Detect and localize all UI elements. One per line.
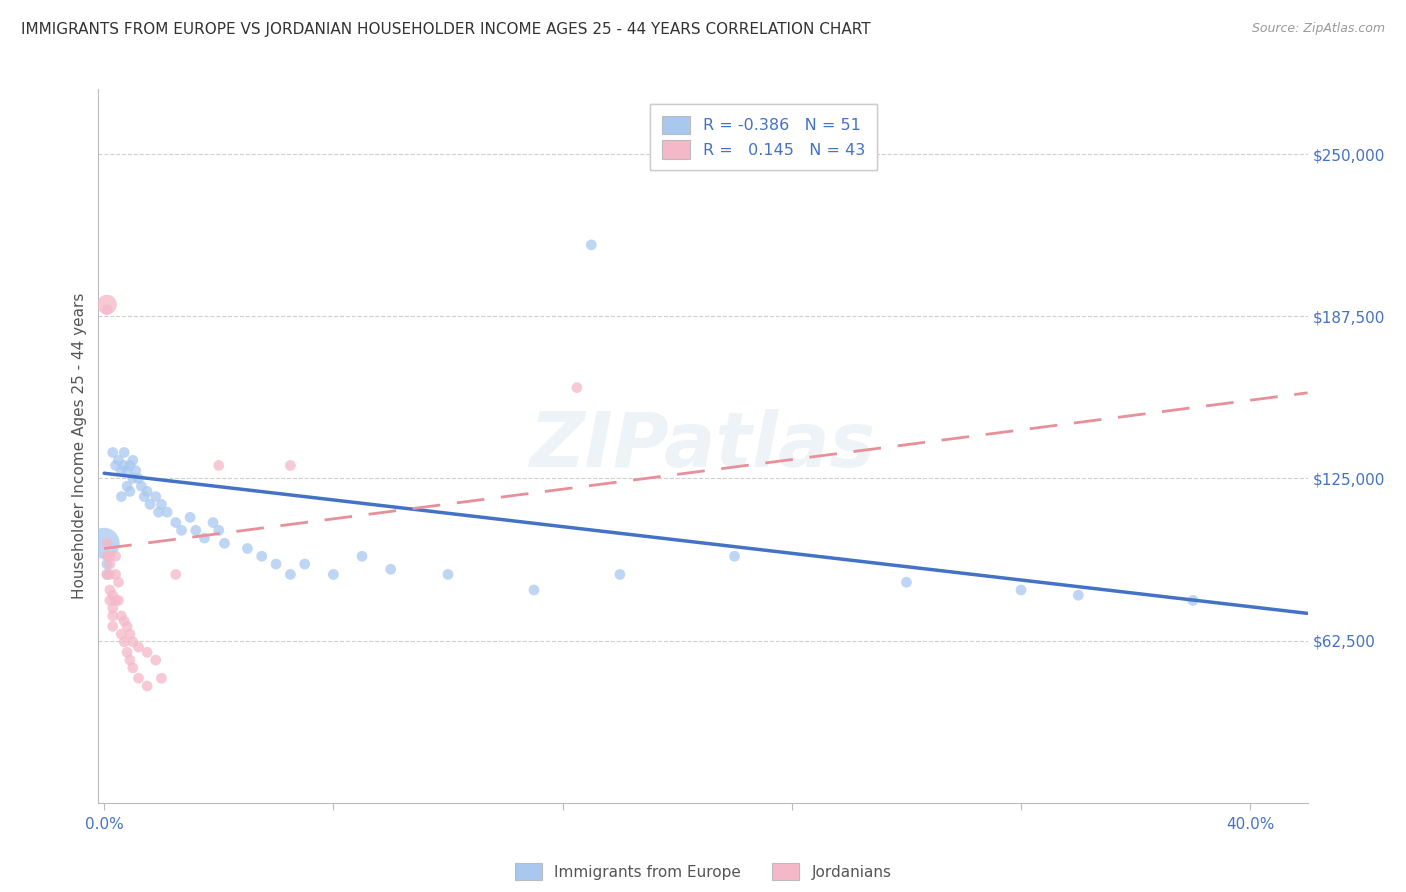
Point: [1067, 588, 1090, 602]
Point: [136, 679, 159, 693]
Point: [523, 582, 546, 597]
Point: [208, 524, 231, 538]
Point: [165, 567, 187, 582]
Point: [131, 479, 153, 493]
Point: [121, 635, 143, 649]
Point: [723, 549, 745, 564]
Point: [118, 458, 141, 473]
Point: [124, 464, 146, 478]
Point: [110, 464, 132, 478]
Point: [98, 567, 121, 582]
Point: [165, 516, 187, 530]
Point: [101, 609, 124, 624]
Point: [145, 490, 167, 504]
Point: [98, 582, 121, 597]
Legend: Immigrants from Europe, Jordanians: Immigrants from Europe, Jordanians: [508, 855, 898, 888]
Point: [156, 505, 179, 519]
Point: [98, 593, 121, 607]
Point: [193, 531, 215, 545]
Point: [104, 458, 127, 473]
Point: [128, 640, 150, 654]
Point: [264, 557, 287, 571]
Point: [115, 619, 138, 633]
Point: [112, 614, 135, 628]
Point: [184, 524, 207, 538]
Point: [280, 458, 302, 473]
Point: [115, 479, 138, 493]
Point: [565, 381, 588, 395]
Point: [148, 505, 170, 519]
Point: [118, 627, 141, 641]
Point: [322, 567, 344, 582]
Point: [104, 567, 127, 582]
Point: [121, 453, 143, 467]
Point: [104, 593, 127, 607]
Point: [118, 484, 141, 499]
Point: [115, 464, 138, 478]
Point: [121, 471, 143, 485]
Point: [110, 490, 132, 504]
Point: [115, 645, 138, 659]
Point: [236, 541, 259, 556]
Point: [110, 609, 132, 624]
Point: [179, 510, 201, 524]
Point: [107, 575, 129, 590]
Point: [101, 445, 124, 459]
Text: Source: ZipAtlas.com: Source: ZipAtlas.com: [1251, 22, 1385, 36]
Point: [214, 536, 236, 550]
Point: [581, 238, 603, 252]
Point: [96, 567, 118, 582]
Point: [150, 497, 173, 511]
Point: [208, 458, 231, 473]
Point: [93, 536, 115, 550]
Point: [280, 567, 302, 582]
Point: [134, 490, 156, 504]
Point: [96, 297, 118, 311]
Point: [98, 557, 121, 571]
Y-axis label: Householder Income Ages 25 - 44 years: Householder Income Ages 25 - 44 years: [72, 293, 87, 599]
Point: [104, 549, 127, 564]
Text: IMMIGRANTS FROM EUROPE VS JORDANIAN HOUSEHOLDER INCOME AGES 25 - 44 YEARS CORREL: IMMIGRANTS FROM EUROPE VS JORDANIAN HOUS…: [21, 22, 870, 37]
Point: [250, 549, 273, 564]
Point: [136, 645, 159, 659]
Point: [96, 567, 118, 582]
Point: [136, 484, 159, 499]
Point: [112, 445, 135, 459]
Point: [350, 549, 373, 564]
Point: [96, 302, 118, 317]
Point: [101, 619, 124, 633]
Point: [112, 458, 135, 473]
Point: [437, 567, 460, 582]
Point: [150, 671, 173, 685]
Point: [896, 575, 918, 590]
Point: [294, 557, 316, 571]
Point: [96, 549, 118, 564]
Point: [145, 653, 167, 667]
Point: [101, 588, 124, 602]
Point: [96, 536, 118, 550]
Point: [128, 471, 150, 485]
Point: [110, 627, 132, 641]
Point: [1010, 582, 1032, 597]
Point: [139, 497, 162, 511]
Point: [121, 661, 143, 675]
Point: [202, 516, 225, 530]
Point: [107, 593, 129, 607]
Point: [96, 557, 118, 571]
Point: [128, 671, 150, 685]
Point: [609, 567, 631, 582]
Point: [170, 524, 193, 538]
Point: [112, 635, 135, 649]
Text: ZIPatlas: ZIPatlas: [530, 409, 876, 483]
Point: [380, 562, 402, 576]
Point: [98, 549, 121, 564]
Point: [107, 453, 129, 467]
Point: [118, 653, 141, 667]
Point: [1181, 593, 1204, 607]
Point: [101, 601, 124, 615]
